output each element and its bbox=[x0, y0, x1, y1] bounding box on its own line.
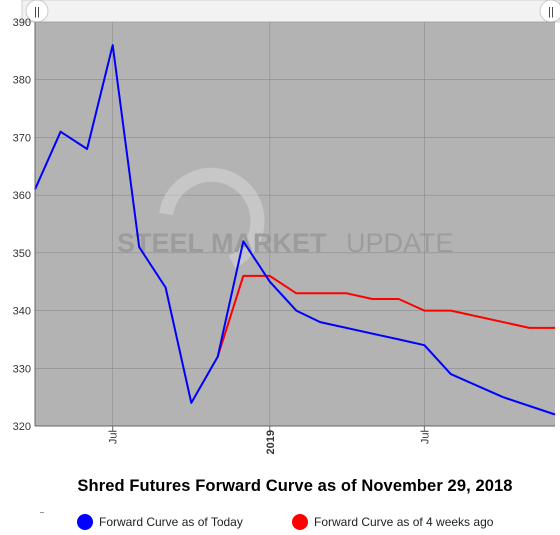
watermark-text-bold: STEEL MARKET bbox=[117, 228, 327, 258]
legend-label-today: Forward Curve as of Today bbox=[99, 515, 243, 529]
legend-item-4-weeks-ago[interactable]: Forward Curve as of 4 weeks ago bbox=[292, 514, 493, 530]
watermark-text-light: UPDATE bbox=[346, 228, 454, 258]
x-tick-label: Jul bbox=[419, 430, 431, 444]
series-layer bbox=[34, 44, 556, 416]
series-line-today bbox=[34, 44, 556, 416]
forward-curve-chart: || || STEEL MARKET UPDATE 320 330 340 350 36… bbox=[13, 0, 560, 454]
plot-area bbox=[35, 22, 555, 426]
watermark-logo: STEEL MARKET UPDATE bbox=[117, 167, 454, 269]
legend-dot-today bbox=[77, 514, 93, 530]
y-tick-label: 350 bbox=[13, 248, 31, 260]
navigator-left-grip: || bbox=[34, 6, 40, 18]
y-tick-label: 390 bbox=[13, 17, 31, 29]
y-tick-label: 360 bbox=[13, 190, 31, 202]
y-tick-label: 340 bbox=[13, 306, 31, 318]
x-axis: Jul 2019 Jul bbox=[35, 425, 555, 454]
legend-divider bbox=[40, 512, 44, 513]
grid-lines bbox=[35, 21, 555, 427]
range-navigator[interactable]: || || bbox=[21, 0, 560, 23]
navigator-right-grip: || bbox=[548, 6, 554, 18]
legend-label-4-weeks-ago: Forward Curve as of 4 weeks ago bbox=[314, 515, 494, 529]
navigator-track bbox=[21, 0, 560, 23]
y-tick-label: 380 bbox=[13, 75, 31, 87]
legend-dot-4-weeks-ago bbox=[292, 514, 308, 530]
y-axis: 320 330 340 350 360 370 380 390 bbox=[13, 17, 36, 433]
x-tick-label: 2019 bbox=[265, 430, 277, 454]
chart-title: Shred Futures Forward Curve as of Novemb… bbox=[77, 477, 513, 495]
series-line-4-weeks-ago bbox=[216, 274, 555, 358]
x-tick-label: Jul bbox=[108, 430, 120, 444]
y-tick-label: 370 bbox=[13, 132, 31, 144]
y-tick-label: 330 bbox=[13, 363, 31, 375]
legend-item-today[interactable]: Forward Curve as of Today bbox=[77, 514, 243, 530]
watermark-swoosh-icon bbox=[159, 167, 265, 269]
y-tick-label: 320 bbox=[13, 421, 31, 433]
